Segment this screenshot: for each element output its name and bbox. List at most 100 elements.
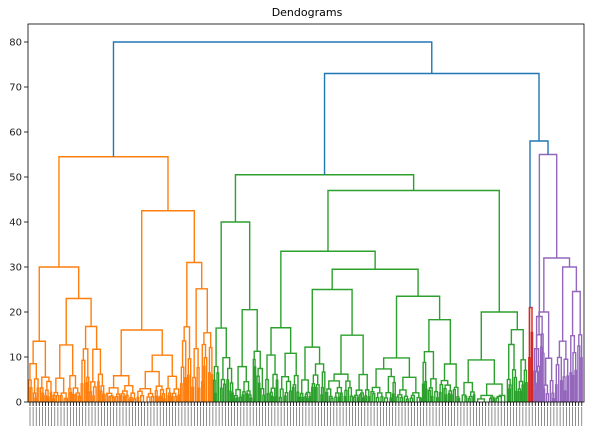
dendrogram-link — [293, 374, 299, 393]
dendrogram-link — [85, 382, 89, 402]
dendrogram-link — [340, 334, 364, 375]
dendrogram-link — [191, 386, 195, 402]
dendrogram-link — [242, 391, 246, 402]
dendrogram-link — [371, 386, 381, 393]
dendrogram-link — [304, 393, 309, 399]
dendrogram-link — [151, 354, 173, 377]
dendrogram-link — [105, 394, 109, 402]
dendrogram-link — [321, 371, 326, 402]
dendrogram-link — [71, 393, 75, 402]
dendrogram-link — [222, 357, 231, 380]
dendrogram-link — [476, 398, 486, 402]
dendrogram-link — [115, 396, 119, 402]
dendrogram-link — [320, 386, 324, 402]
dendrogram-link — [65, 297, 92, 345]
dendrogram-link — [97, 381, 100, 402]
dendrogram-link — [241, 308, 258, 367]
dendrogram-link — [179, 383, 183, 402]
dendrogram-link — [55, 394, 60, 402]
dendrogram-link — [92, 348, 102, 382]
dendrogram-link — [508, 343, 515, 380]
dendrogram-link — [234, 174, 415, 222]
dendrogram-link — [82, 348, 89, 378]
dendrogram-link — [34, 397, 37, 402]
dendrogram-link — [453, 386, 459, 397]
dendrogram-link — [41, 376, 50, 388]
dendrogram-link — [89, 391, 93, 402]
dendrogram-link — [506, 378, 511, 402]
dendrogram-link — [391, 393, 395, 402]
dendrogram-link — [468, 395, 473, 402]
dendrogram-links — [28, 41, 583, 402]
dendrogram-link — [174, 395, 178, 402]
dendrogram-link — [297, 396, 301, 402]
dendrogram-link — [536, 382, 539, 402]
dendrogram-link — [335, 392, 340, 398]
dendrogram-link — [571, 374, 575, 402]
dendrogram-link — [438, 391, 442, 402]
dendrogram-link — [257, 367, 264, 389]
dendrogram-link — [325, 391, 329, 402]
dendrogram-link — [33, 378, 39, 394]
y-axis: 0 10 20 30 40 50 60 70 80 — [9, 38, 28, 409]
dendrogram-link — [410, 394, 415, 402]
dendrogram-link — [52, 394, 56, 402]
dendrogram-link — [540, 333, 544, 402]
dendrogram-link — [167, 395, 171, 402]
dendrogram-link — [376, 392, 383, 398]
dendrogram-link — [444, 384, 451, 391]
dendrogram-link — [570, 335, 576, 373]
dendrogram-link — [260, 388, 265, 402]
dendrogram-link — [566, 375, 570, 402]
dendrogram-link — [99, 390, 103, 402]
dendrogram-link — [337, 396, 341, 402]
dendrogram-link — [467, 359, 496, 385]
dendrogram-link — [428, 387, 433, 397]
dendrogram-link — [59, 394, 63, 402]
y-tick-label: 10 — [9, 353, 22, 364]
dendrogram-link — [266, 354, 276, 380]
dendrogram-link — [213, 392, 217, 402]
dendrogram-link — [311, 288, 353, 348]
dendrogram-link — [32, 340, 47, 378]
dendrogram-link — [196, 366, 200, 402]
dendrogram-link — [270, 395, 274, 402]
dendrogram-link — [112, 375, 130, 388]
dendrogram-link — [549, 380, 554, 402]
leaf-tick-marks — [29, 402, 583, 426]
dendrogram-link — [559, 380, 563, 402]
dendrogram-link — [372, 392, 376, 402]
y-tick-label: 40 — [9, 218, 22, 229]
dendrogram-link — [74, 394, 78, 402]
dendrogram-link — [472, 394, 476, 402]
dendrogram-link — [330, 397, 334, 402]
dendrogram-link — [301, 396, 305, 402]
dendrogram-link — [434, 391, 439, 402]
dendrogram-link — [541, 352, 545, 402]
dendrogram-link — [285, 380, 292, 393]
dendrogram-link — [97, 373, 104, 386]
dendrogram-link — [159, 388, 165, 397]
dendrogram-link — [538, 153, 558, 317]
dendrogram-link — [273, 396, 277, 402]
dendrogram-link — [38, 266, 80, 342]
dendrogram-link — [301, 379, 309, 394]
dendrogram-link — [115, 393, 120, 402]
dendrogram-link — [508, 384, 512, 402]
dendrogram-link — [243, 380, 250, 392]
dendrogram-link — [226, 367, 233, 384]
dendrogram-link — [353, 394, 359, 398]
dendrogram-link — [63, 398, 67, 402]
dendrogram-link — [39, 387, 44, 402]
dendrogram-link — [380, 396, 384, 402]
dendrogram-link — [64, 397, 69, 402]
dendrogram-link — [36, 387, 40, 402]
dendrogram-link — [238, 396, 242, 402]
dendrogram-link — [29, 363, 38, 381]
dendrogram-link — [563, 358, 569, 377]
dendrogram-link — [507, 388, 511, 402]
dendrogram-link — [344, 389, 348, 402]
dendrogram-link — [443, 387, 447, 402]
dendrogram-link — [552, 397, 555, 402]
dendrogram-link — [77, 395, 81, 402]
